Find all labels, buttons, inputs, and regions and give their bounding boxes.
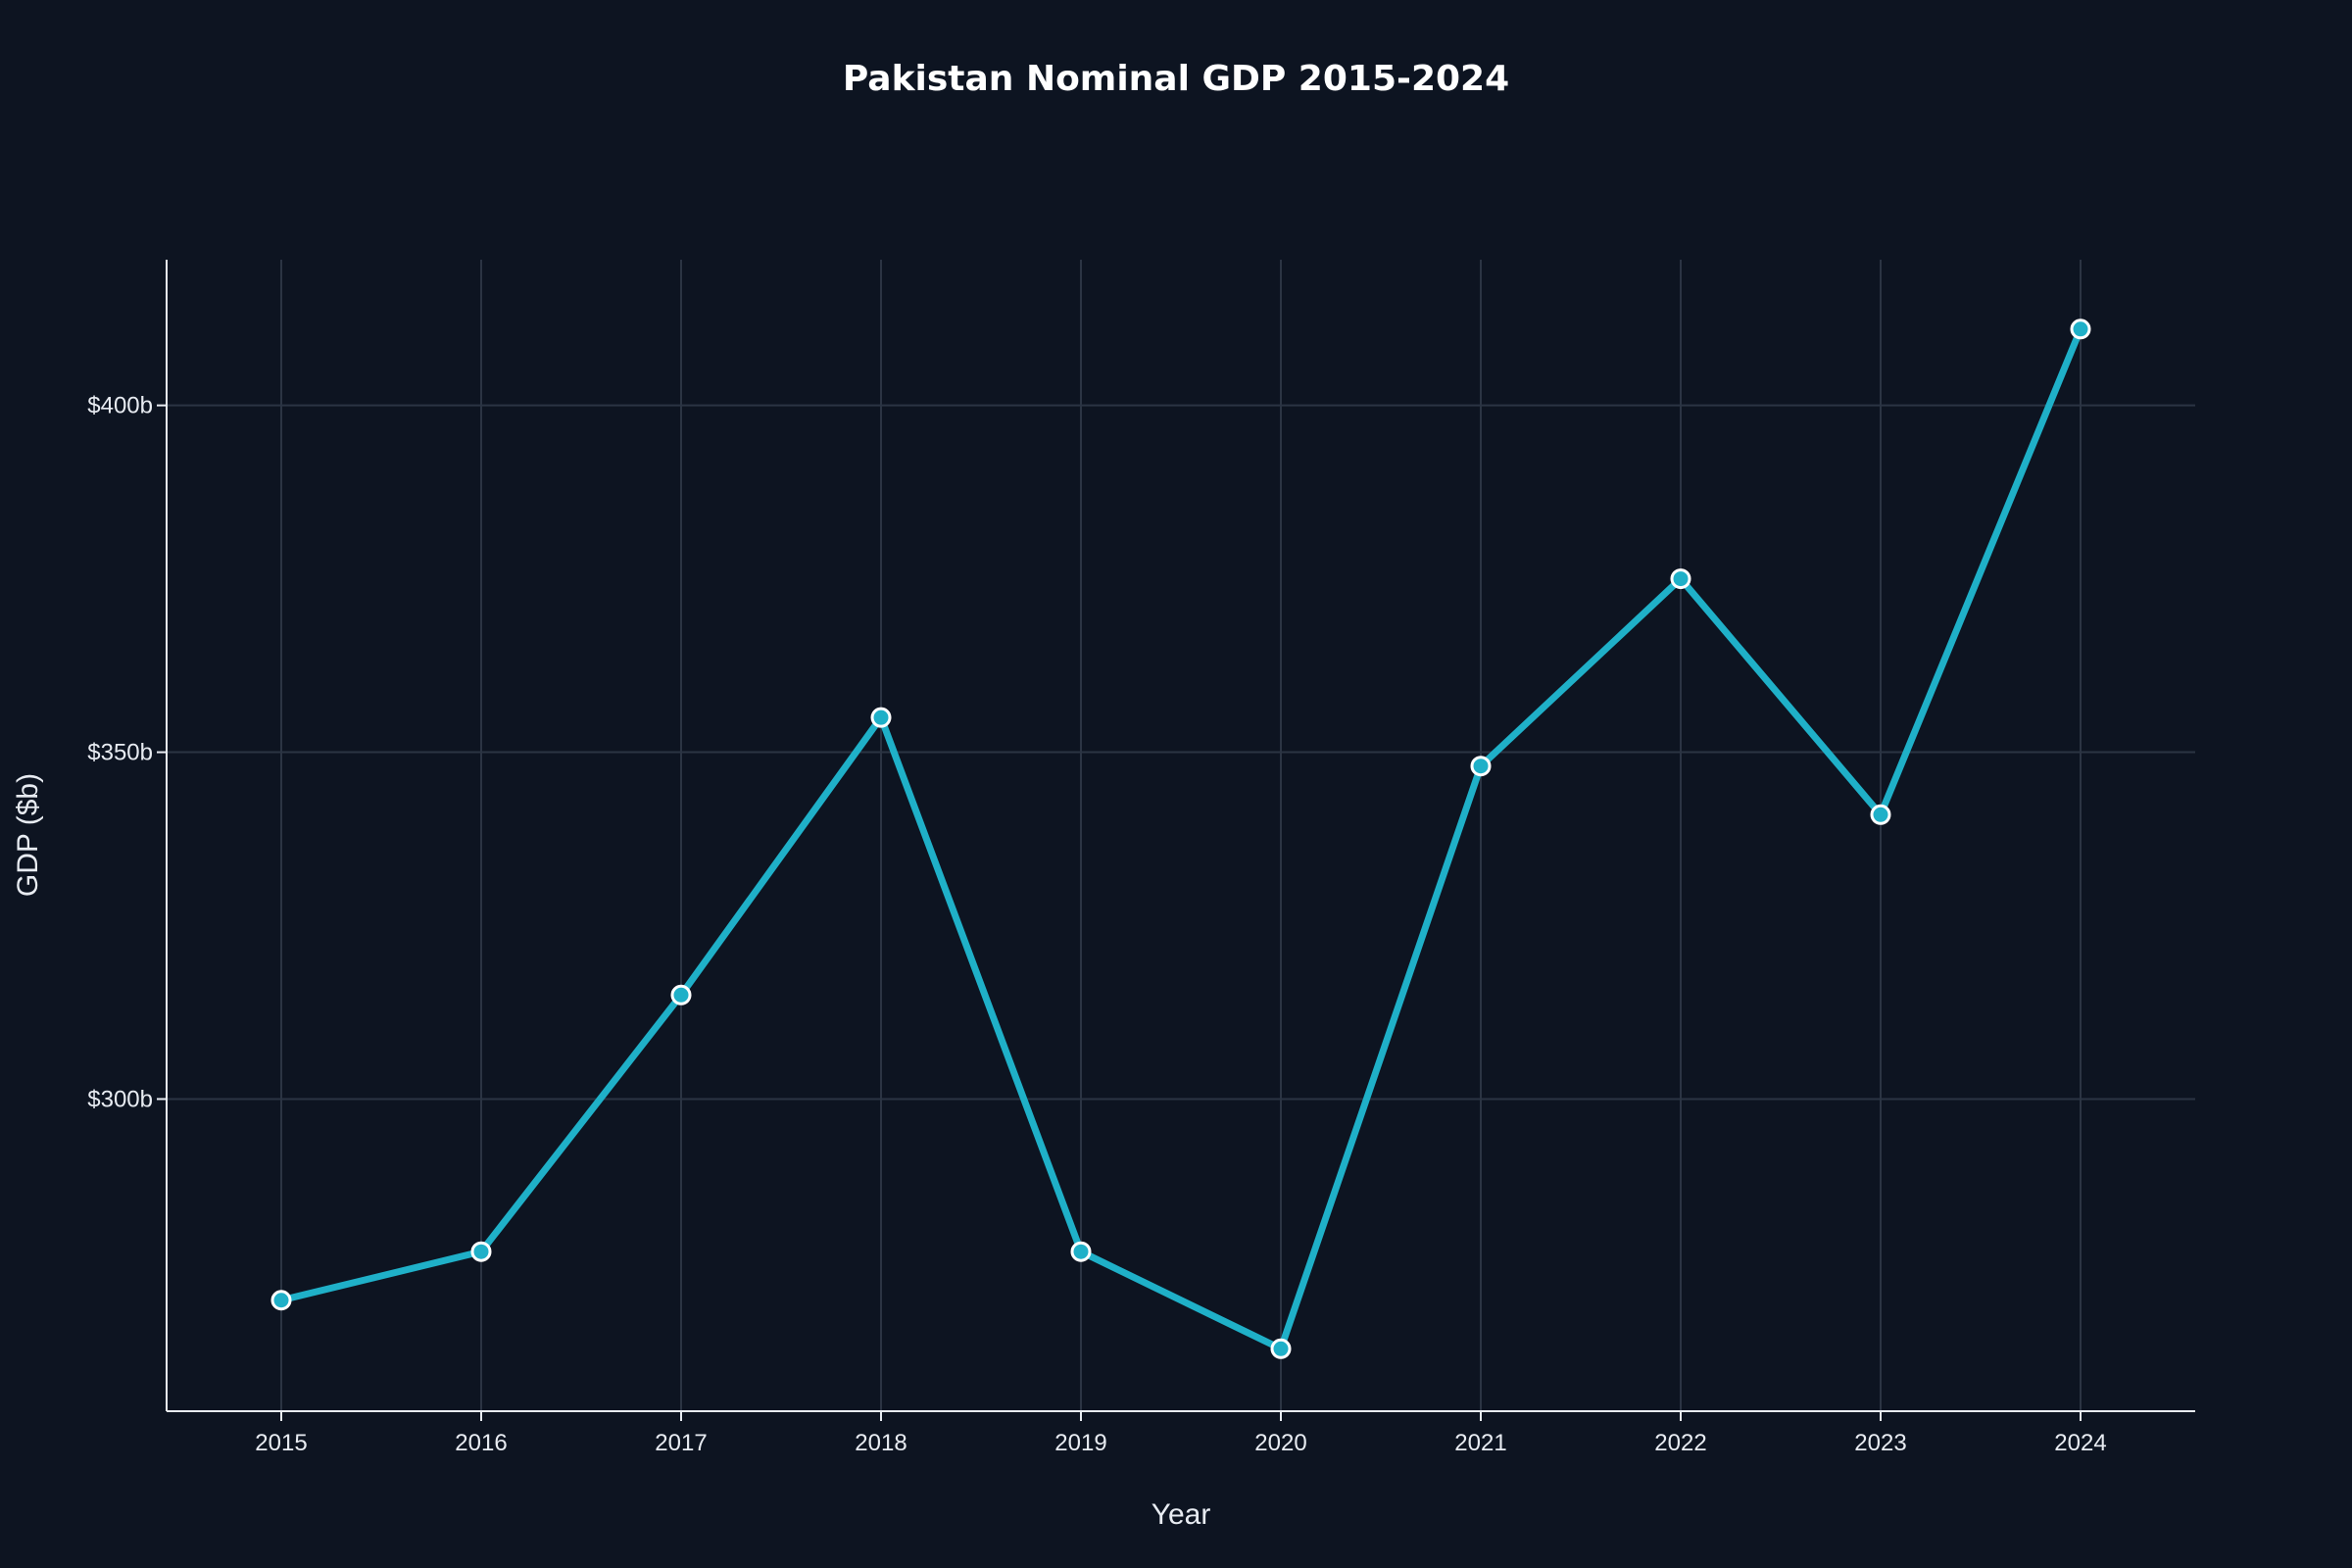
data-point-2023[interactable] bbox=[1870, 804, 1891, 825]
x-tick-label-2016: 2016 bbox=[455, 1430, 507, 1456]
axes bbox=[166, 260, 2195, 1412]
x-tick-label-2018: 2018 bbox=[855, 1430, 906, 1456]
x-tick-label-2024: 2024 bbox=[2054, 1430, 2106, 1456]
data-point-2018[interactable] bbox=[870, 707, 892, 728]
x-axis-title: Year bbox=[1152, 1498, 1211, 1531]
data-point-2017[interactable] bbox=[670, 984, 692, 1005]
x-tick-label-2021: 2021 bbox=[1454, 1430, 1506, 1456]
x-tick-label-2015: 2015 bbox=[255, 1430, 307, 1456]
y-tick-label-400: $400b bbox=[87, 393, 153, 419]
grid bbox=[157, 260, 2195, 1421]
series-line bbox=[277, 325, 2084, 1354]
chart-title: Pakistan Nominal GDP 2015-2024 bbox=[843, 59, 1509, 99]
data-point-2015[interactable] bbox=[270, 1290, 292, 1311]
series-gdp bbox=[270, 318, 2091, 1359]
data-point-2021[interactable] bbox=[1470, 756, 1492, 777]
data-point-2024[interactable] bbox=[2070, 318, 2091, 340]
data-point-2020[interactable] bbox=[1270, 1338, 1292, 1359]
x-tick-label-2022: 2022 bbox=[1654, 1430, 1706, 1456]
y-tick-labels: $300b $350b $400b bbox=[87, 393, 153, 1113]
y-axis-title: GDP ($b) bbox=[12, 773, 44, 897]
x-tick-label-2023: 2023 bbox=[1854, 1430, 1906, 1456]
x-tick-label-2017: 2017 bbox=[655, 1430, 707, 1456]
x-tick-labels: 2015 2016 2017 2018 2019 2020 2021 2022 2023 2024 bbox=[255, 1430, 2106, 1456]
data-point-2022[interactable] bbox=[1670, 568, 1691, 590]
x-tick-label-2019: 2019 bbox=[1054, 1430, 1106, 1456]
x-tick-label-2020: 2020 bbox=[1254, 1430, 1306, 1456]
data-point-2019[interactable] bbox=[1070, 1241, 1092, 1262]
data-point-2016[interactable] bbox=[470, 1241, 492, 1262]
y-tick-label-350: $350b bbox=[87, 740, 153, 766]
y-tick-label-300: $300b bbox=[87, 1086, 153, 1112]
